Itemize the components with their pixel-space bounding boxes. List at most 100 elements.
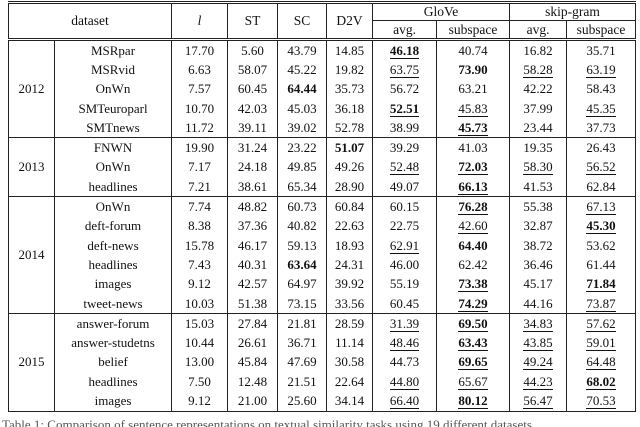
dataset-name-cell: OnWn [53, 79, 172, 99]
value-cell: 67.13 [566, 196, 636, 217]
value-cell: 19.35 [509, 137, 567, 158]
dataset-name-cell: belief [53, 352, 172, 373]
value-cell: 42.57 [227, 274, 278, 294]
header-glove: GloVe [372, 2, 510, 21]
value-cell: 62.42 [436, 255, 510, 275]
value-cell: 45.35 [566, 98, 636, 119]
value-cell: 72.03 [436, 157, 510, 178]
year-cell: 2012 [8, 38, 55, 138]
value-cell: 36.18 [326, 98, 373, 119]
value-cell: 22.75 [372, 216, 437, 236]
value-cell: 9.12 [171, 274, 228, 294]
value-cell: 35.73 [326, 79, 373, 99]
dataset-name-cell: answer-studetns [53, 333, 172, 353]
value-cell: 33.56 [326, 293, 373, 314]
value-cell: 45.17 [509, 274, 567, 294]
dataset-name-cell: images [53, 391, 172, 412]
value-cell: 21.00 [227, 391, 278, 412]
dataset-name-cell: MSRvid [53, 60, 172, 80]
dataset-name-cell: headlines [53, 255, 172, 275]
header-skipgram: skip-gram [509, 2, 636, 21]
value-cell: 6.63 [171, 60, 228, 80]
table-row: deft-forum 8.38 37.36 40.82 22.63 22.75 42.60 3… [9, 216, 636, 236]
value-cell: 26.43 [566, 137, 636, 158]
dataset-name-cell: MSRpar [53, 39, 172, 61]
value-cell: 61.44 [566, 255, 636, 275]
value-cell: 63.64 [277, 255, 327, 275]
value-cell: 40.74 [436, 39, 510, 61]
value-cell: 73.38 [436, 274, 510, 294]
value-cell: 58.28 [509, 60, 567, 80]
value-cell: 17.70 [171, 39, 228, 61]
value-cell: 36.46 [509, 255, 567, 275]
value-cell: 39.11 [227, 118, 278, 138]
table-caption: Table 1: Comparison of sentence represen… [2, 417, 536, 427]
table-row: SMTeuroparl 10.70 42.03 45.03 36.18 52.51 45.8… [9, 98, 636, 119]
table-row: OnWn 7.17 24.18 49.85 49.26 52.48 72.03 58.30 56… [9, 157, 636, 178]
value-cell: 10.44 [171, 333, 228, 353]
header-skipgram-avg: avg. [509, 20, 567, 40]
value-cell: 46.00 [372, 255, 437, 275]
dataset-name-cell: headlines [53, 177, 172, 197]
header-sc: SC [277, 2, 327, 40]
value-cell: 62.91 [372, 235, 437, 256]
value-cell: 28.59 [326, 313, 373, 334]
dataset-name-cell: OnWn [53, 196, 172, 217]
value-cell: 10.03 [171, 293, 228, 314]
value-cell: 39.02 [277, 118, 327, 138]
value-cell: 53.62 [566, 235, 636, 256]
value-cell: 42.60 [436, 216, 510, 236]
value-cell: 66.13 [436, 177, 510, 197]
value-cell: 76.28 [436, 196, 510, 217]
value-cell: 42.22 [509, 79, 567, 99]
value-cell: 42.03 [227, 98, 278, 119]
value-cell: 45.22 [277, 60, 327, 80]
dataset-name-cell: deft-forum [53, 216, 172, 236]
value-cell: 15.78 [171, 235, 228, 256]
header-glove-subspace: subspace [436, 20, 510, 40]
year-cell: 2015 [8, 313, 55, 412]
value-cell: 32.87 [509, 216, 567, 236]
value-cell: 25.60 [277, 391, 327, 412]
value-cell: 60.15 [372, 196, 437, 217]
value-cell: 38.61 [227, 177, 278, 197]
value-cell: 44.80 [372, 372, 437, 392]
value-cell: 22.63 [326, 216, 373, 236]
value-cell: 55.19 [372, 274, 437, 294]
value-cell: 26.61 [227, 333, 278, 353]
value-cell: 52.48 [372, 157, 437, 178]
dataset-name-cell: OnWn [53, 157, 172, 178]
value-cell: 38.72 [509, 235, 567, 256]
value-cell: 39.29 [372, 137, 437, 158]
value-cell: 70.53 [566, 391, 636, 412]
dataset-name-cell: images [53, 274, 172, 294]
table-row: 2014 OnWn 7.74 48.82 60.73 60.84 60.15 76.28 55.… [8, 196, 636, 314]
value-cell: 55.38 [509, 196, 567, 217]
value-cell: 7.21 [171, 177, 228, 197]
value-cell: 64.48 [566, 352, 636, 373]
header-d2v: D2V [326, 2, 373, 40]
year-cell: 2014 [8, 196, 55, 314]
table-row: headlines 7.43 40.31 63.64 24.31 46.00 62.42 36… [9, 255, 636, 275]
value-cell: 49.24 [509, 352, 567, 373]
value-cell: 16.82 [509, 39, 567, 61]
value-cell: 14.85 [326, 39, 373, 61]
value-cell: 60.84 [326, 196, 373, 217]
dataset-name-cell: SMTeuroparl [53, 98, 172, 119]
table-row: deft-news 15.78 46.17 59.13 18.93 62.91 64.40 3… [9, 235, 636, 256]
value-cell: 24.18 [227, 157, 278, 178]
header-glove-avg: avg. [372, 20, 437, 40]
value-cell: 63.21 [436, 79, 510, 99]
value-cell: 69.65 [436, 352, 510, 373]
value-cell: 45.03 [277, 98, 327, 119]
value-cell: 31.24 [227, 137, 278, 158]
table-row: MSRvid 6.63 58.07 45.22 19.82 63.75 73.90 58.28… [9, 60, 636, 80]
value-cell: 63.43 [436, 333, 510, 353]
value-cell: 22.64 [326, 372, 373, 392]
table-row: SMTnews 11.72 39.11 39.02 52.78 38.99 45.73 23.… [9, 118, 636, 138]
header-length: l [171, 2, 228, 40]
value-cell: 5.60 [227, 39, 278, 61]
value-cell: 7.74 [171, 196, 228, 217]
value-cell: 38.99 [372, 118, 437, 138]
header-dataset: dataset [7, 2, 172, 40]
